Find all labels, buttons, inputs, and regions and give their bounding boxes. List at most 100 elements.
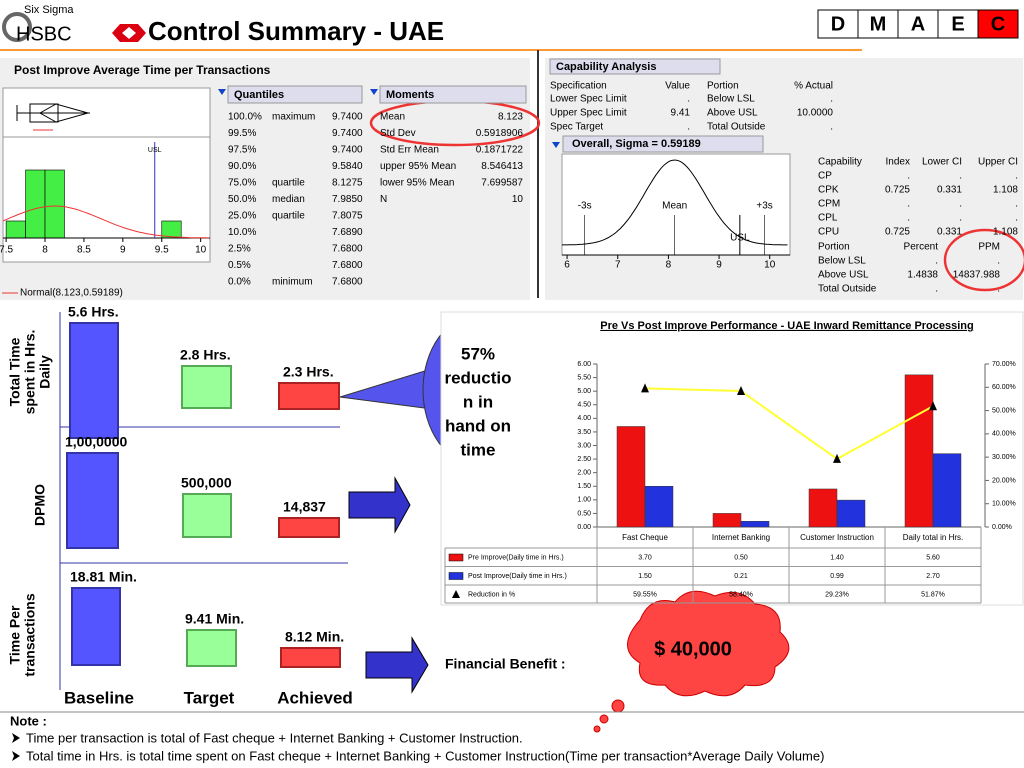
index-cell: . [959, 213, 962, 224]
portion-cell: . [997, 284, 1000, 295]
summary-box [278, 517, 340, 538]
x-tick-label: 8.5 [77, 245, 91, 256]
moment-cell: 7.699587 [481, 178, 523, 189]
quantile-cell: 100.0% [228, 112, 262, 123]
index-cell: CPM [818, 199, 840, 210]
portion-cell: Above USL [818, 270, 869, 281]
index-header: Capability [818, 157, 862, 168]
histogram-bar [25, 169, 46, 239]
spec-cell: 9.41 [671, 108, 691, 119]
moment-cell: upper 95% Mean [380, 161, 456, 172]
legend-label: Post Improve(Daily time in Hrs.) [468, 573, 567, 580]
y-tick-label: 2.50 [577, 456, 591, 463]
index-header: Lower CI [922, 157, 962, 168]
table-value: 0.21 [734, 573, 748, 580]
x-tick-label: 10 [195, 245, 207, 256]
section-title: Moments [386, 89, 434, 101]
callout-text: 57% [461, 344, 495, 363]
y2-tick-label: 50.00% [992, 407, 1016, 414]
disclosure [218, 89, 226, 95]
phase-box [817, 9, 859, 39]
summary-value: 500,000 [181, 475, 232, 491]
panel-title: Capability Analysis [556, 61, 656, 73]
summary-box [66, 452, 119, 549]
usl-label: USL [148, 147, 162, 154]
quantile-cell: 90.0% [228, 161, 256, 172]
phase-label: D [831, 13, 845, 35]
x-tick-label: 8 [666, 260, 672, 271]
x-tick-label: 9.5 [155, 245, 169, 256]
spec-header: Specification [550, 81, 607, 92]
moment-cell: 8.546413 [481, 161, 523, 172]
index-header: Index [886, 157, 910, 168]
x-tick-label: 6 [564, 260, 570, 271]
index-cell: 0.725 [885, 185, 910, 196]
moment-cell: lower 95% Mean [380, 178, 454, 189]
logo-hexagon-inner [122, 27, 136, 39]
histogram-bar [44, 169, 65, 239]
portion-header: Portion [818, 242, 850, 253]
moment-cell: 0.5918906 [476, 128, 524, 139]
spec-cell: . [687, 94, 690, 105]
spec-cell: Below LSL [707, 94, 755, 105]
bar [836, 499, 866, 528]
spec-cell: 10.0000 [797, 108, 834, 119]
panel-title: Post Improve Average Time per Transactio… [14, 63, 271, 77]
phase-box [897, 9, 939, 39]
quantile-cell: 0.0% [228, 277, 251, 288]
bullet [12, 733, 20, 743]
quantile-cell: 25.0% [228, 211, 256, 222]
density-label: -3s [578, 201, 592, 212]
quantile-cell: maximum [272, 112, 315, 123]
cloud [593, 590, 790, 733]
table-value: 0.99 [830, 573, 844, 580]
phase-label: E [951, 13, 964, 35]
index-cell: CPU [818, 227, 839, 238]
quantile-cell: 2.5% [228, 244, 251, 255]
line-marker [833, 453, 841, 463]
quantile-cell: 9.7400 [332, 128, 363, 139]
portion-cell: 14837.988 [953, 270, 1001, 281]
box-plot [16, 103, 90, 131]
spec-cell: Lower Spec Limit [550, 94, 627, 105]
density-curve [562, 159, 788, 246]
benefit-amount: $ 40,000 [654, 638, 732, 660]
table-value: 29.23% [825, 591, 849, 598]
density-label: Mean [662, 201, 687, 212]
phase-current-marker: C [977, 9, 1019, 39]
moment-cell: N [380, 194, 387, 205]
index-cell: 1.108 [993, 185, 1018, 196]
callout-text: reductio [444, 368, 511, 387]
callout-text: hand on [445, 416, 511, 435]
quantile-cell: minimum [272, 277, 313, 288]
summary-value: 5.6 Hrs. [68, 304, 119, 320]
table-value: 5.60 [926, 554, 940, 561]
y2-tick-label: 30.00% [992, 454, 1016, 461]
density-frame [561, 153, 791, 256]
quantile-cell: median [272, 194, 305, 205]
quantile-cell: quartile [272, 178, 305, 189]
y2-tick-label: 40.00% [992, 431, 1016, 438]
line-marker [641, 383, 649, 393]
summary-box [69, 322, 119, 439]
spec-cell: . [830, 122, 833, 133]
index-cell: 0.725 [885, 227, 910, 238]
histogram-bar [5, 220, 26, 239]
logo-text: HSBC [16, 23, 72, 45]
bar [740, 521, 770, 528]
y2-tick-label: 10.00% [992, 501, 1016, 508]
bar [904, 374, 934, 528]
summary-label: DPMO [32, 484, 48, 526]
summary-box [71, 587, 121, 666]
highlight-ellipse [943, 228, 1024, 292]
title: Control Summary - UAE [148, 16, 444, 46]
y-tick-label: 0.00 [577, 524, 591, 531]
column-label: Target [184, 688, 235, 707]
density-label: USL [730, 233, 750, 244]
spec-header: Portion [707, 81, 739, 92]
line-marker [929, 401, 937, 411]
index-cell: . [907, 213, 910, 224]
index-cell: . [959, 199, 962, 210]
y-tick-label: 5.50 [577, 374, 591, 381]
